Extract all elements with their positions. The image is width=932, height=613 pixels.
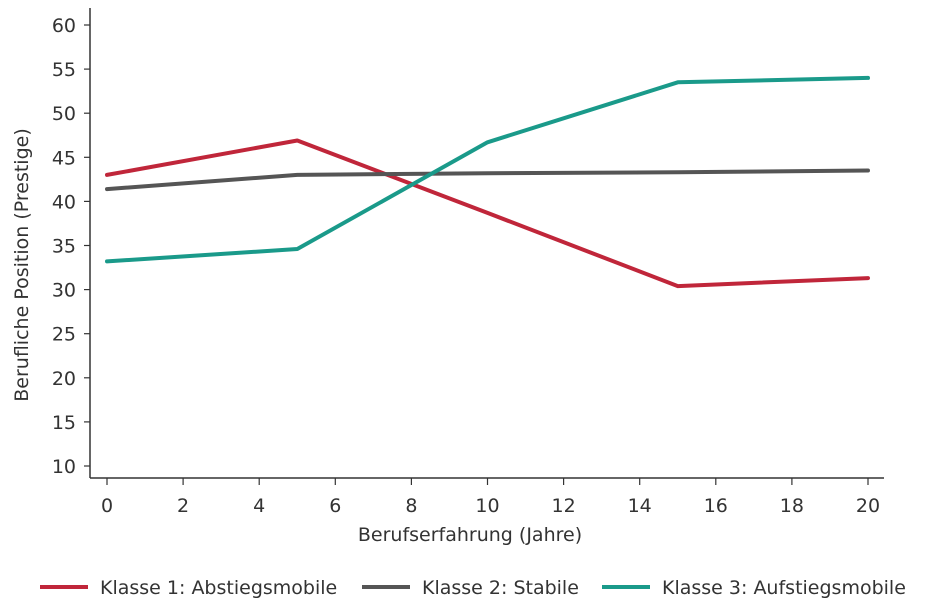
y-tick-label: 20 bbox=[52, 368, 76, 390]
x-tick-label: 14 bbox=[628, 495, 652, 517]
x-tick-label: 10 bbox=[475, 495, 499, 517]
x-tick-label: 18 bbox=[780, 495, 804, 517]
y-tick-label: 40 bbox=[52, 191, 76, 213]
legend: Klasse 1: Abstiegsmobile Klasse 2: Stabil… bbox=[40, 577, 906, 599]
x-tick-label: 2 bbox=[177, 495, 189, 517]
y-tick-label: 45 bbox=[52, 147, 76, 169]
y-tick-label: 30 bbox=[52, 280, 76, 302]
x-tick-label: 4 bbox=[253, 495, 265, 517]
legend-label-3: Klasse 3: Aufstiegsmobile bbox=[662, 577, 906, 599]
y-tick-label: 25 bbox=[52, 324, 76, 346]
y-tick-label: 35 bbox=[52, 236, 76, 258]
legend-label-2: Klasse 2: Stabile bbox=[422, 577, 579, 599]
y-tick-label: 50 bbox=[52, 103, 76, 125]
x-ticks: 0 2 4 6 8 10 12 14 16 18 20 bbox=[101, 478, 880, 517]
y-tick-label: 60 bbox=[52, 15, 76, 37]
legend-label-1: Klasse 1: Abstiegsmobile bbox=[100, 577, 337, 599]
x-tick-label: 20 bbox=[856, 495, 880, 517]
series-line-3 bbox=[105, 75, 870, 264]
y-axis-title: Berufliche Position (Prestige) bbox=[11, 128, 33, 401]
series-line-2 bbox=[105, 168, 870, 192]
x-tick-label: 16 bbox=[704, 495, 728, 517]
y-ticks: 10 15 20 25 30 35 40 45 50 55 60 bbox=[52, 15, 90, 478]
x-tick-label: 12 bbox=[552, 495, 576, 517]
series-line-1 bbox=[105, 138, 870, 289]
series-layer bbox=[105, 75, 870, 289]
x-tick-label: 0 bbox=[101, 495, 113, 517]
y-tick-label: 55 bbox=[52, 59, 76, 81]
x-tick-label: 6 bbox=[329, 495, 341, 517]
y-tick-label: 10 bbox=[52, 456, 76, 478]
x-axis-title: Berufserfahrung (Jahre) bbox=[358, 524, 582, 546]
y-tick-label: 15 bbox=[52, 412, 76, 434]
x-tick-label: 8 bbox=[405, 495, 417, 517]
